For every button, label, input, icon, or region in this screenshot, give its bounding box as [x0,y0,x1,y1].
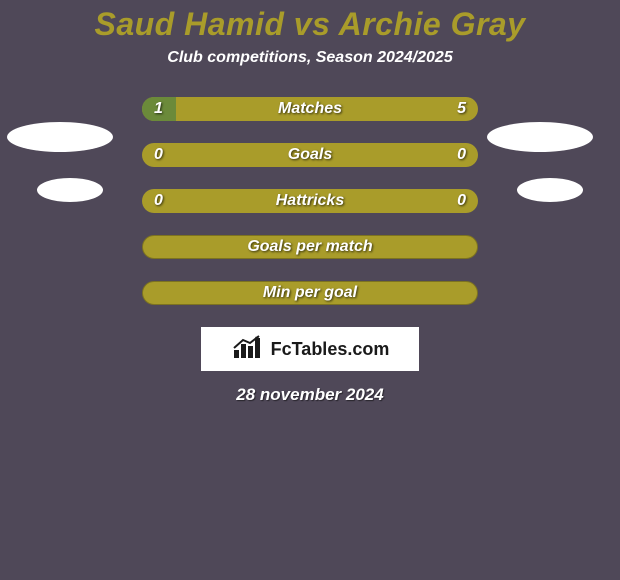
avatar [37,178,103,202]
date-text: 28 november 2024 [0,385,620,405]
stat-pill-row: Goals per match [142,235,478,259]
bar-track [142,97,478,121]
bar-track [142,189,478,213]
brand-text: FcTables.com [271,339,390,360]
avatar [7,122,113,152]
stat-pill: Min per goal [142,281,478,305]
brand-logo: FcTables.com [201,327,419,371]
bar-track [142,143,478,167]
stat-row: 1 Matches 5 [142,97,478,121]
stat-pill: Goals per match [142,235,478,259]
chart-icon [231,334,265,365]
avatar [517,178,583,202]
stat-row: 0 Goals 0 [142,143,478,167]
bar-left-fill [142,97,176,121]
page-title: Saud Hamid vs Archie Gray [0,0,620,43]
page-subtitle: Club competitions, Season 2024/2025 [0,49,620,67]
stat-row: 0 Hattricks 0 [142,189,478,213]
avatar [487,122,593,152]
comparison-infographic: Saud Hamid vs Archie Gray Club competiti… [0,0,620,580]
stat-pill-row: Min per goal [142,281,478,305]
